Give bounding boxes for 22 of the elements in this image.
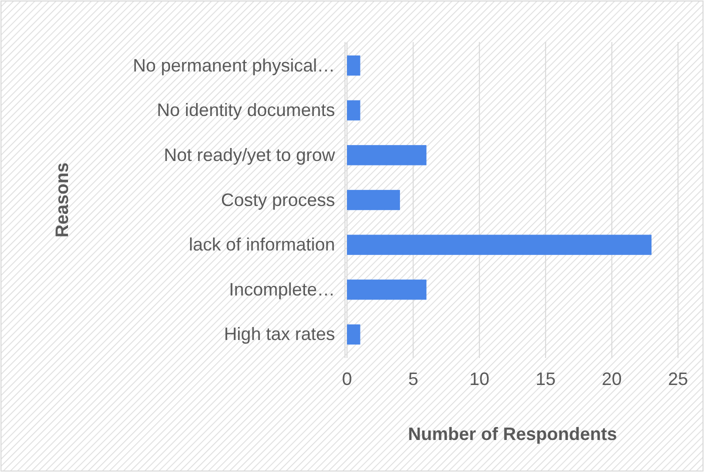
bar bbox=[347, 280, 426, 300]
bar bbox=[347, 145, 426, 166]
x-tick-label: 5 bbox=[408, 368, 418, 389]
y-tick-label: No permanent physical… bbox=[132, 55, 335, 76]
bar bbox=[347, 190, 400, 210]
x-tick-label: 10 bbox=[469, 368, 490, 389]
y-tick-label: No identity documents bbox=[156, 100, 335, 120]
x-axis-title: Number of Respondents bbox=[408, 424, 618, 444]
y-axis-title: Reasons bbox=[52, 162, 72, 238]
bar bbox=[347, 100, 360, 120]
y-tick-label: High tax rates bbox=[224, 324, 335, 344]
x-tick-label: 20 bbox=[602, 368, 622, 389]
x-tick-label: 15 bbox=[536, 368, 556, 389]
x-tick-label: 0 bbox=[342, 368, 352, 389]
y-tick-label: lack of information bbox=[188, 234, 335, 255]
y-tick-label: Incomplete… bbox=[228, 279, 335, 300]
x-tick-label: 25 bbox=[668, 368, 688, 389]
y-tick-label: Costy process bbox=[220, 190, 335, 210]
bar bbox=[347, 55, 360, 76]
bar bbox=[347, 324, 360, 345]
bar bbox=[347, 234, 652, 255]
y-tick-label: Not ready/yet to grow bbox=[164, 144, 336, 165]
